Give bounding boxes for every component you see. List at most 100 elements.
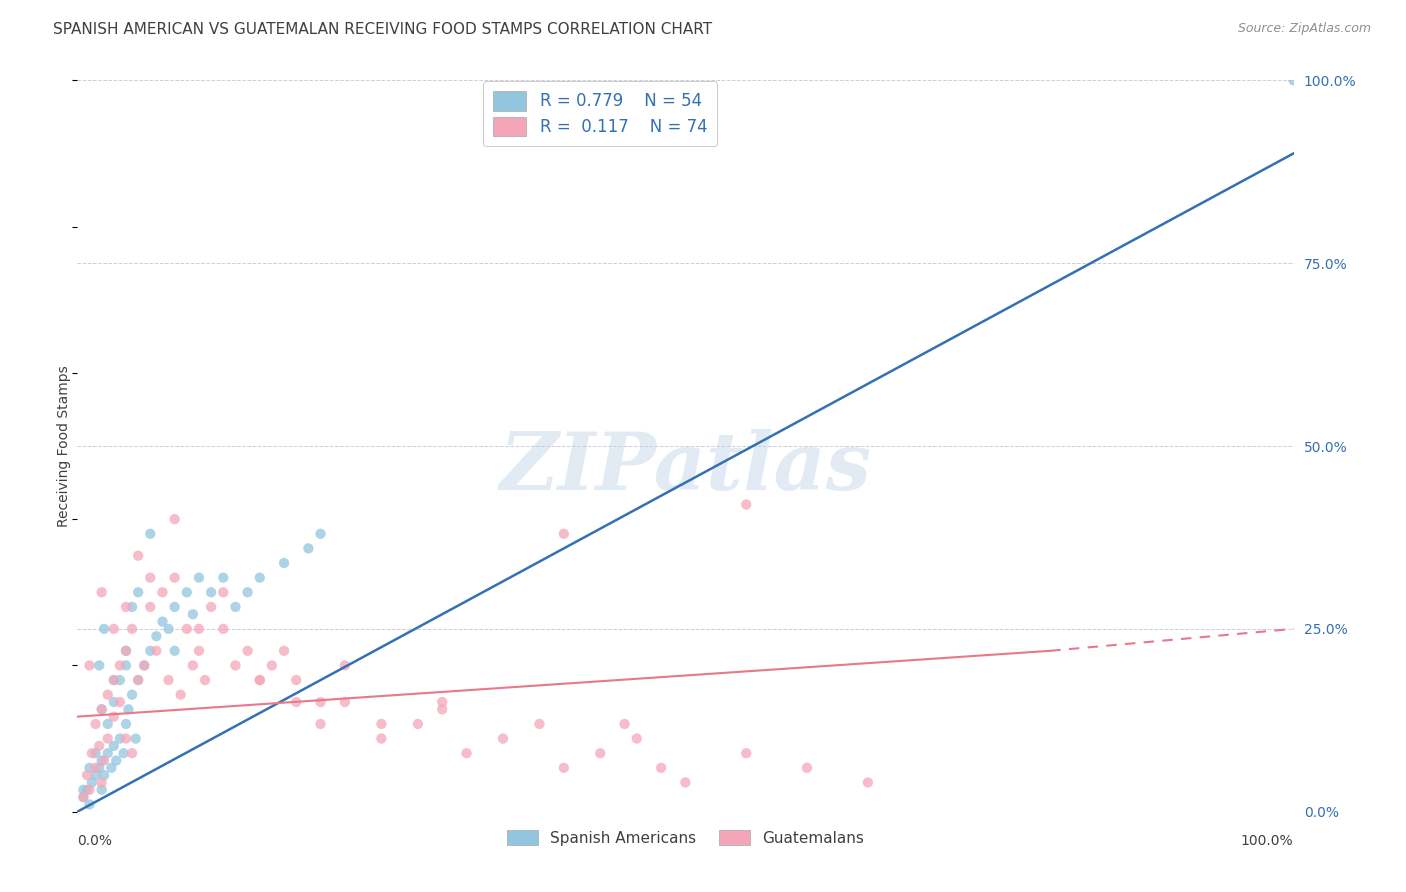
Point — [145, 644, 167, 658]
Point — [134, 658, 156, 673]
Point — [152, 585, 174, 599]
Point — [79, 797, 101, 812]
Point — [89, 761, 111, 775]
Text: Source: ZipAtlas.com: Source: ZipAtlas.com — [1237, 22, 1371, 36]
Point — [333, 658, 356, 673]
Point — [105, 754, 128, 768]
Point — [108, 658, 131, 673]
Point — [188, 644, 211, 658]
Point — [72, 782, 94, 797]
Point — [79, 782, 101, 797]
Point — [675, 775, 697, 789]
Point — [89, 658, 111, 673]
Point — [224, 599, 246, 614]
Point — [103, 673, 125, 687]
Point — [112, 746, 135, 760]
Point — [103, 673, 125, 687]
Point — [309, 526, 332, 541]
Point — [84, 761, 107, 775]
Point — [157, 622, 180, 636]
Point — [430, 695, 453, 709]
Point — [297, 541, 319, 556]
Point — [97, 717, 120, 731]
Point — [93, 622, 115, 636]
Point — [90, 585, 112, 599]
Point — [108, 695, 131, 709]
Point — [188, 622, 211, 636]
Point — [333, 695, 356, 709]
Point — [72, 790, 94, 805]
Point — [163, 644, 186, 658]
Point — [163, 571, 186, 585]
Point — [115, 717, 138, 731]
Point — [127, 673, 149, 687]
Point — [125, 731, 148, 746]
Point — [650, 761, 672, 775]
Point — [127, 673, 149, 687]
Point — [93, 754, 115, 768]
Point — [84, 768, 107, 782]
Point — [200, 599, 222, 614]
Point — [735, 498, 758, 512]
Point — [170, 688, 193, 702]
Point — [139, 644, 162, 658]
Point — [115, 599, 138, 614]
Point — [553, 761, 575, 775]
Point — [121, 599, 143, 614]
Point — [236, 585, 259, 599]
Point — [152, 615, 174, 629]
Y-axis label: Receiving Food Stamps: Receiving Food Stamps — [58, 365, 72, 527]
Point — [309, 695, 332, 709]
Point — [97, 746, 120, 760]
Point — [188, 571, 211, 585]
Point — [90, 754, 112, 768]
Point — [108, 731, 131, 746]
Point — [236, 644, 259, 658]
Point — [121, 746, 143, 760]
Point — [212, 585, 235, 599]
Point — [134, 658, 156, 673]
Point — [80, 775, 103, 789]
Point — [285, 695, 308, 709]
Point — [115, 644, 138, 658]
Point — [127, 585, 149, 599]
Point — [529, 717, 551, 731]
Point — [406, 717, 429, 731]
Point — [139, 571, 162, 585]
Point — [84, 746, 107, 760]
Point — [273, 644, 295, 658]
Point — [89, 739, 111, 753]
Point — [212, 622, 235, 636]
Point — [139, 526, 162, 541]
Point — [79, 658, 101, 673]
Point — [103, 695, 125, 709]
Point — [796, 761, 818, 775]
Point — [145, 629, 167, 643]
Point — [97, 688, 120, 702]
Point — [370, 717, 392, 731]
Point — [430, 702, 453, 716]
Point — [589, 746, 612, 760]
Point — [212, 571, 235, 585]
Text: SPANISH AMERICAN VS GUATEMALAN RECEIVING FOOD STAMPS CORRELATION CHART: SPANISH AMERICAN VS GUATEMALAN RECEIVING… — [53, 22, 713, 37]
Point — [735, 746, 758, 760]
Point — [163, 512, 186, 526]
Point — [90, 782, 112, 797]
Point — [1282, 73, 1305, 87]
Point — [249, 571, 271, 585]
Point — [273, 556, 295, 570]
Point — [613, 717, 636, 731]
Point — [249, 673, 271, 687]
Point — [90, 702, 112, 716]
Point — [285, 673, 308, 687]
Text: ZIPatlas: ZIPatlas — [499, 429, 872, 507]
Point — [72, 790, 94, 805]
Point — [115, 731, 138, 746]
Point — [108, 673, 131, 687]
Legend: Spanish Americans, Guatemalans: Spanish Americans, Guatemalans — [501, 823, 870, 852]
Point — [181, 607, 204, 622]
Point — [176, 622, 198, 636]
Point — [80, 746, 103, 760]
Point — [492, 731, 515, 746]
Point — [224, 658, 246, 673]
